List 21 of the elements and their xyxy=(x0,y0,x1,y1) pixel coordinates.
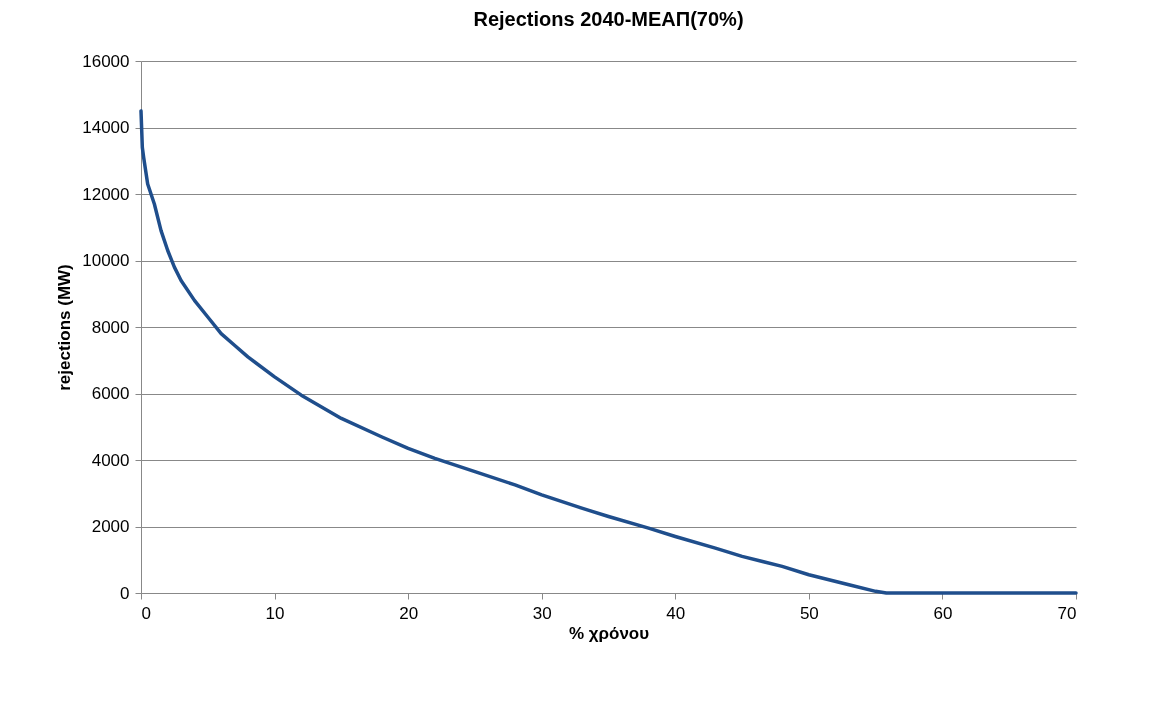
x-tick-label: 70 xyxy=(1057,603,1077,623)
x-tick-label: 50 xyxy=(799,603,819,623)
y-tick-label: 6000 xyxy=(91,384,130,403)
y-tick-label: 14000 xyxy=(82,118,130,137)
y-tick-label: 16000 xyxy=(82,51,130,71)
x-tick-label: 60 xyxy=(933,603,953,623)
y-axis-title: rejections (MW) xyxy=(55,264,75,391)
x-tick-label: 20 xyxy=(399,603,419,623)
x-tick-label: 30 xyxy=(532,603,552,623)
x-axis-title: % χρόνου xyxy=(568,623,650,643)
chart-title: Rejections 2040-ΜΕΑΠ(70%) xyxy=(473,8,744,30)
x-tick-label: 40 xyxy=(666,603,686,623)
y-tick-label: 4000 xyxy=(91,450,130,470)
y-tick-label: 8000 xyxy=(91,317,130,337)
y-tick-label: 2000 xyxy=(91,517,130,536)
line-series xyxy=(139,109,1078,595)
y-tick-label: 0 xyxy=(120,583,130,603)
y-tick-label: 10000 xyxy=(82,251,130,270)
x-tick-label: 10 xyxy=(265,603,285,623)
y-tick-label: 12000 xyxy=(82,184,130,204)
x-tick-label: 0 xyxy=(141,603,151,623)
